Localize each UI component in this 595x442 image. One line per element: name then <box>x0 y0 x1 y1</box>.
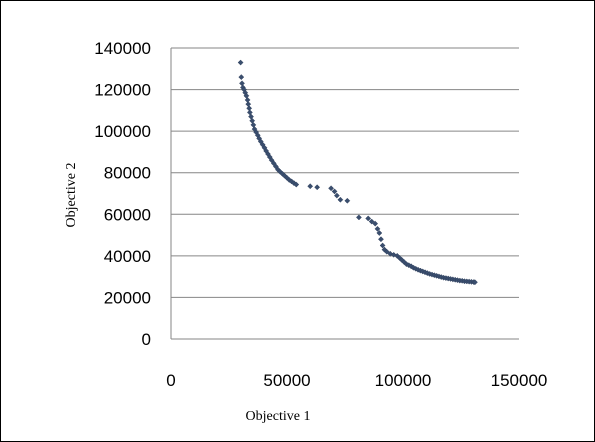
data-point <box>338 197 343 202</box>
data-point <box>248 114 253 119</box>
x-tick-label: 50000 <box>263 371 310 390</box>
y-tick-label: 120000 <box>94 81 151 100</box>
y-tick-label: 140000 <box>94 39 151 58</box>
y-tick-label: 100000 <box>94 122 151 141</box>
y-tick-label: 60000 <box>104 205 151 224</box>
data-point <box>308 184 313 189</box>
data-point <box>245 97 250 102</box>
x-tick-label: 100000 <box>375 371 432 390</box>
data-point <box>366 216 371 221</box>
data-point <box>246 102 251 107</box>
data-point <box>250 118 255 123</box>
y-axis-title: Objective 2 <box>64 163 79 228</box>
data-point <box>239 81 244 86</box>
data-point <box>328 186 333 191</box>
data-point <box>247 110 252 115</box>
x-tick-label: 150000 <box>491 371 548 390</box>
data-point <box>238 60 243 65</box>
y-tick-labels: 0 20000 40000 60000 80000 100000 120000 140000 <box>94 39 151 349</box>
gridlines <box>171 48 519 339</box>
x-tick-labels: 0 50000 100000 150000 <box>166 371 547 390</box>
data-point <box>378 237 383 242</box>
data-point <box>345 198 350 203</box>
data-point <box>315 185 320 190</box>
x-tick-label: 0 <box>166 371 175 390</box>
y-tick-label: 80000 <box>104 164 151 183</box>
data-point <box>247 106 252 111</box>
data-point <box>239 75 244 80</box>
y-tick-label: 20000 <box>104 288 151 307</box>
data-point <box>356 215 361 220</box>
y-tick-label: 40000 <box>104 247 151 266</box>
x-axis-title: Objective 1 <box>246 409 311 424</box>
y-tick-label: 0 <box>142 330 151 349</box>
data-point <box>251 122 256 127</box>
